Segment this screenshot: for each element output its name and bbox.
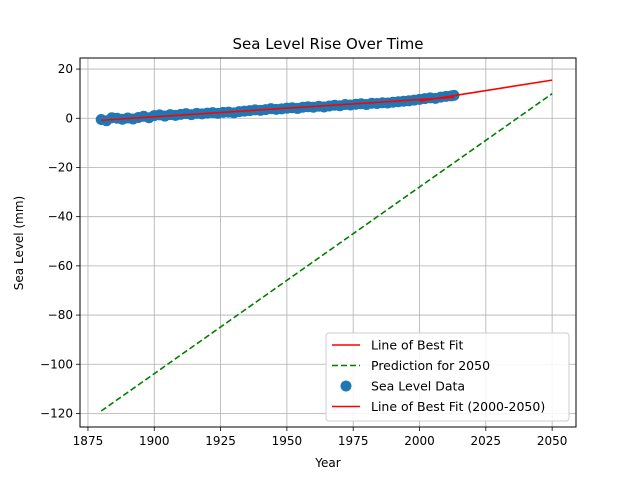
y-tick-label: −20 bbox=[48, 160, 73, 174]
legend-box bbox=[325, 332, 570, 422]
y-tick-label: −120 bbox=[40, 406, 73, 420]
axes-frame bbox=[79, 57, 577, 428]
y-tick-label: −80 bbox=[48, 308, 73, 322]
y-axis-label: Sea Level (mm) bbox=[12, 196, 26, 290]
plot-area bbox=[95, 79, 553, 412]
x-tick-label: 1875 bbox=[73, 434, 104, 448]
series-line-0 bbox=[101, 96, 455, 122]
legend-marker-2 bbox=[340, 380, 352, 392]
y-tick-label: −40 bbox=[48, 210, 73, 224]
x-tick-label: 2000 bbox=[404, 434, 435, 448]
legend-label-3: Line of Best Fit (2000-2050) bbox=[371, 399, 545, 414]
x-axis-ticks: 1875 1900 1925 1950 1975 2000 2025 2050 bbox=[73, 427, 568, 448]
x-tick-label: 1975 bbox=[338, 434, 369, 448]
chart-title: Sea Level Rise Over Time bbox=[232, 35, 423, 53]
series-line-3 bbox=[419, 79, 553, 102]
y-axis-ticks: 20 0 −20 −40 −60 −80 −100 −120 bbox=[40, 62, 80, 420]
y-tick-label: −100 bbox=[40, 357, 73, 371]
x-tick-label: 2050 bbox=[537, 434, 568, 448]
x-tick-label: 1900 bbox=[139, 434, 170, 448]
legend-label-1: Prediction for 2050 bbox=[371, 358, 490, 373]
y-tick-label: 0 bbox=[65, 111, 73, 125]
y-tick-label: 20 bbox=[58, 62, 73, 76]
legend: Line of Best Fit Prediction for 2050 Sea L… bbox=[325, 332, 570, 422]
x-axis-label: Year bbox=[314, 456, 340, 470]
y-tick-label: −60 bbox=[48, 259, 73, 273]
legend-label-0: Line of Best Fit bbox=[371, 338, 463, 353]
x-tick-label: 1950 bbox=[272, 434, 303, 448]
x-tick-label: 1925 bbox=[205, 434, 236, 448]
x-tick-label: 2025 bbox=[471, 434, 502, 448]
legend-label-2: Sea Level Data bbox=[371, 379, 465, 394]
series-line-1 bbox=[100, 93, 553, 412]
